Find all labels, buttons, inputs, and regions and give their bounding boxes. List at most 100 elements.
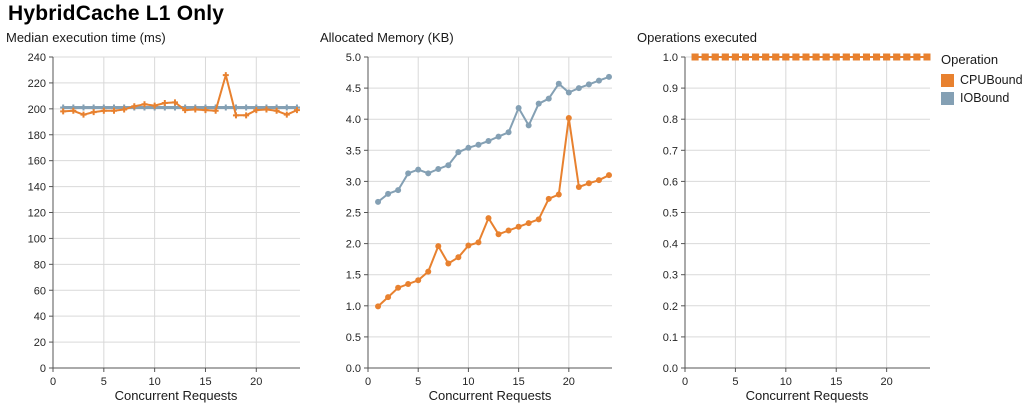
data-point-marker (161, 100, 168, 107)
data-point-marker (585, 180, 592, 187)
data-point-marker (741, 53, 749, 61)
y-tick-label: 3.0 (346, 176, 361, 188)
data-point-marker (505, 129, 512, 136)
data-point-marker (243, 112, 250, 119)
data-point-marker (545, 95, 552, 102)
y-tick-label: 0 (40, 363, 46, 375)
data-point-marker (90, 109, 97, 116)
y-tick-label: 0.5 (346, 332, 361, 344)
x-tick-label: 15 (512, 376, 524, 388)
tick-labels: 0 20 40 60 80 100 120 140 160 180 200 220 240 0 5 10 15 2… (28, 52, 263, 388)
y-tick-label: 40 (34, 311, 46, 323)
data-point-marker (253, 107, 260, 114)
iobound-swatch-icon (941, 91, 954, 105)
data-point-marker (545, 195, 552, 202)
data-point-marker (415, 166, 422, 173)
data-point-marker (263, 106, 270, 113)
data-point-marker (171, 104, 178, 111)
y-tick-label: 20 (34, 337, 46, 349)
y-tick-label: 5.0 (346, 52, 361, 64)
y-tick-label: 80 (34, 259, 46, 271)
data-point-marker (70, 107, 77, 114)
data-point-marker (485, 215, 492, 222)
data-point-marker (182, 107, 189, 114)
data-point-marker (515, 105, 522, 112)
data-point-marker (701, 53, 709, 61)
data-point-marker (435, 165, 442, 172)
data-point-marker (465, 144, 472, 151)
chart-2: 0.0 0.5 1.0 1.5 2.0 2.5 3.0 3.5 4.0 4.5 5.0 0 5 10 15 2… (346, 52, 612, 388)
data-point-marker (495, 133, 502, 140)
series-cpubound (60, 72, 300, 119)
data-point-marker (575, 85, 582, 92)
series-cpubound (375, 114, 612, 310)
x-tick-label: 20 (881, 376, 893, 388)
x-tick-label: 10 (149, 376, 161, 388)
data-point-marker (110, 107, 117, 114)
data-point-marker (232, 112, 239, 119)
data-point-marker (495, 231, 502, 238)
y-tick-label: 1.0 (346, 301, 361, 313)
data-point-marker (913, 53, 921, 61)
data-point-marker (565, 114, 572, 121)
legend-entry-cpubound: CPUBound (941, 73, 1023, 87)
data-point-marker (555, 80, 562, 87)
page-title: HybridCache L1 Only (8, 2, 225, 25)
x-tick-label: 0 (365, 376, 371, 388)
y-tick-label: 0.0 (346, 363, 361, 375)
data-point-marker (802, 53, 810, 61)
x-axis-label-chart3: Concurrent Requests (745, 388, 869, 403)
chart-title-allocated-memory: Allocated Memory (KB) (320, 30, 454, 45)
data-point-marker (822, 53, 830, 61)
data-point-marker (385, 294, 392, 301)
y-tick-label: 180 (28, 130, 46, 142)
data-point-marker (585, 81, 592, 88)
tick-labels: 0.0 0.1 0.2 0.3 0.4 0.5 0.6 0.7 0.8 0.9 1.0 0 5 10 15 2… (663, 52, 893, 388)
tick-labels: 0.0 0.5 1.0 1.5 2.0 2.5 3.0 3.5 4.0 4.5 5.0 0 5 10 15 2… (346, 52, 575, 388)
data-point-marker (100, 107, 107, 114)
x-tick-label: 15 (830, 376, 842, 388)
y-tick-label: 4.0 (346, 114, 361, 126)
data-point-marker (425, 170, 432, 177)
legend: Operation CPUBound IOBound (941, 52, 1023, 109)
data-point-marker (445, 162, 452, 169)
x-tick-label: 0 (50, 376, 56, 388)
data-point-marker (131, 103, 138, 110)
y-tick-label: 0.4 (663, 239, 678, 251)
y-tick-label: 0.7 (663, 145, 678, 157)
data-point-marker (395, 284, 402, 291)
y-tick-label: 0.6 (663, 176, 678, 188)
data-point-marker (903, 53, 911, 61)
data-point-marker (525, 220, 532, 227)
data-point-marker (535, 216, 542, 223)
x-tick-label: 5 (732, 376, 738, 388)
y-tick-label: 0.8 (663, 114, 678, 126)
data-point-marker (842, 53, 850, 61)
data-point-marker (121, 106, 128, 113)
y-tick-label: 60 (34, 285, 46, 297)
x-axis-label-chart1: Concurrent Requests (114, 388, 238, 403)
data-point-marker (605, 172, 612, 179)
data-point-marker (475, 239, 482, 246)
gridlines (685, 56, 930, 368)
cpubound-swatch-icon (941, 73, 954, 87)
x-tick-label: 5 (415, 376, 421, 388)
legend-entry-iobound: IOBound (941, 91, 1023, 105)
chart-1: 0 20 40 60 80 100 120 140 160 180 200 220 240 0 5 10 15 2… (28, 52, 300, 388)
data-point-marker (852, 53, 860, 61)
data-point-marker (465, 242, 472, 249)
data-point-marker (893, 53, 901, 61)
data-point-marker (721, 53, 729, 61)
data-point-marker (283, 104, 290, 111)
y-tick-label: 0.9 (663, 83, 678, 95)
data-point-marker (565, 89, 572, 96)
gridlines (368, 56, 612, 368)
data-point-marker (405, 170, 412, 177)
data-point-marker (883, 53, 891, 61)
data-point-marker (832, 53, 840, 61)
y-tick-label: 4.5 (346, 83, 361, 95)
legend-title: Operation (941, 52, 999, 67)
x-tick-label: 0 (682, 376, 688, 388)
y-tick-label: 1.0 (663, 52, 678, 64)
